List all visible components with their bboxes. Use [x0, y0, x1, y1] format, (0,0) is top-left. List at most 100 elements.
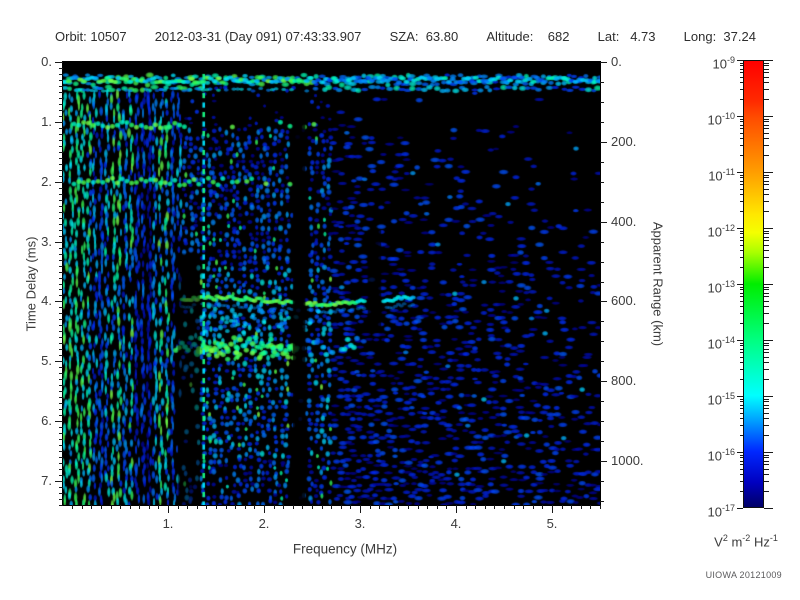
- tick: [764, 89, 769, 90]
- tick: [494, 505, 495, 509]
- tick: [245, 505, 246, 509]
- tick: [264, 505, 265, 513]
- tick: [764, 175, 769, 176]
- tick: [59, 158, 63, 159]
- ionogram-plot: [62, 61, 601, 506]
- tick: [59, 110, 63, 111]
- x-tick-label: 5.: [546, 516, 558, 531]
- tick: [740, 233, 743, 234]
- tick: [600, 505, 601, 509]
- tick: [59, 104, 63, 105]
- tick: [740, 89, 743, 90]
- tick: [533, 505, 534, 509]
- tick: [59, 230, 63, 231]
- tick: [59, 451, 63, 452]
- tick: [740, 399, 743, 400]
- watermark: UIOWA 20121009: [705, 570, 782, 580]
- tick: [59, 391, 63, 392]
- tick: [740, 245, 743, 246]
- tick: [59, 68, 63, 69]
- tick: [360, 505, 361, 513]
- tick: [764, 289, 769, 290]
- tick: [764, 435, 769, 436]
- tick: [764, 233, 769, 234]
- header-lat: Lat: 4.73: [597, 29, 656, 44]
- tick: [59, 236, 63, 237]
- tick: [59, 170, 63, 171]
- tick: [59, 325, 63, 326]
- tick: [600, 321, 604, 322]
- header-orbit: Orbit: 10507: [55, 29, 127, 44]
- header-altitude: Altitude: 682: [486, 29, 570, 44]
- tick: [740, 418, 743, 419]
- tick: [55, 122, 63, 123]
- tick: [740, 491, 743, 492]
- tick: [59, 272, 63, 273]
- tick: [101, 505, 102, 509]
- tick: [740, 201, 743, 202]
- tick: [740, 306, 743, 307]
- y-tick-label: 5.: [41, 353, 52, 368]
- tick: [764, 464, 769, 465]
- tick: [764, 250, 769, 251]
- x-tick-label: 2.: [258, 516, 270, 531]
- tick: [254, 505, 255, 509]
- tick: [740, 435, 743, 436]
- tick: [740, 194, 743, 195]
- tick: [764, 301, 769, 302]
- tick: [600, 62, 607, 63]
- tick: [764, 60, 773, 61]
- tick: [600, 122, 604, 123]
- tick: [740, 345, 743, 346]
- tick: [59, 194, 63, 195]
- tick: [514, 505, 515, 509]
- x-axis-label: Frequency (MHz): [292, 541, 398, 557]
- tick: [740, 119, 743, 120]
- tick: [740, 175, 743, 176]
- colorbar-tick-label: 10-10: [707, 111, 735, 128]
- tick: [59, 116, 63, 117]
- tick: [764, 405, 769, 406]
- tick: [331, 505, 332, 509]
- tick: [600, 401, 604, 402]
- tick: [59, 493, 63, 494]
- tick: [59, 367, 63, 368]
- header-long: Long: 37.24: [683, 29, 756, 44]
- x-tick-label: 3.: [354, 516, 366, 531]
- tick: [59, 331, 63, 332]
- tick: [740, 155, 743, 156]
- tick: [737, 60, 743, 61]
- tick: [764, 82, 769, 83]
- colorbar-tick-label: 10-12: [707, 223, 735, 240]
- tick: [379, 505, 380, 509]
- tick: [542, 505, 543, 509]
- tick: [59, 224, 63, 225]
- right-tick-label: 200.: [611, 134, 637, 149]
- tick: [740, 362, 743, 363]
- tick: [764, 189, 769, 190]
- tick: [764, 284, 773, 285]
- header-datetime: 2012-03-31 (Day 091) 07:43:33.907: [154, 29, 362, 44]
- tick: [600, 242, 604, 243]
- tick: [59, 415, 63, 416]
- tick: [740, 72, 743, 73]
- tick: [764, 323, 769, 324]
- tick: [600, 441, 604, 442]
- tick: [111, 505, 112, 509]
- x-tick-label: 4.: [450, 516, 462, 531]
- tick: [59, 206, 63, 207]
- tick: [427, 505, 428, 509]
- tick: [59, 409, 63, 410]
- tick: [764, 379, 769, 380]
- ionogram-canvas: [63, 62, 600, 505]
- colorbar-tick-label: 10-9: [712, 55, 735, 72]
- tick: [600, 202, 604, 203]
- tick: [740, 231, 743, 232]
- tick: [178, 505, 179, 509]
- tick: [59, 152, 63, 153]
- tick: [226, 505, 227, 509]
- tick: [59, 463, 63, 464]
- tick: [740, 474, 743, 475]
- tick: [59, 385, 63, 386]
- tick: [764, 128, 769, 129]
